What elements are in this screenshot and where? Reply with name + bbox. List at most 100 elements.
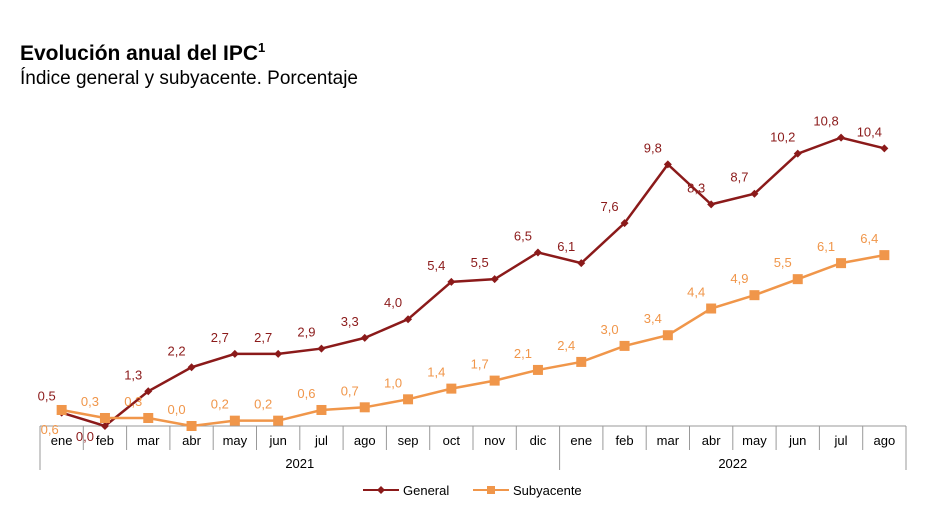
data-label: 4,0 (384, 295, 402, 310)
legend-label: General (403, 483, 449, 498)
data-point-general (187, 363, 196, 372)
data-point-general (144, 387, 153, 396)
data-point-subyacente (532, 364, 543, 375)
data-label: 0,2 (254, 397, 272, 412)
data-label: 0,3 (81, 394, 99, 409)
data-point-subyacente (792, 274, 803, 285)
data-point-general (447, 277, 456, 286)
data-point-general (404, 315, 413, 324)
data-label: 2,7 (211, 330, 229, 345)
x-tick-label: mar (137, 433, 160, 448)
data-point-subyacente (273, 415, 284, 426)
data-label: 1,4 (427, 365, 445, 380)
data-label: 3,3 (341, 314, 359, 329)
x-tick-label: may (223, 433, 248, 448)
data-label: 0,0 (168, 402, 186, 417)
data-point-subyacente (403, 394, 414, 405)
x-tick-label: ene (51, 433, 73, 448)
data-point-general (533, 248, 542, 257)
title-text: Evolución anual del IPC (20, 42, 259, 65)
data-label: 2,4 (557, 338, 575, 353)
data-label: 1,7 (471, 357, 489, 372)
data-point-subyacente (489, 375, 500, 386)
legend-marker (377, 486, 385, 494)
data-label: 6,4 (860, 231, 878, 246)
data-label: 6,1 (557, 239, 575, 254)
data-label: 10,2 (770, 130, 795, 145)
data-label: 0,6 (41, 422, 59, 437)
data-point-subyacente (316, 404, 327, 415)
data-point-subyacente (879, 250, 890, 261)
x-tick-label: may (742, 433, 767, 448)
data-label: 0,6 (297, 386, 315, 401)
data-label: 3,4 (644, 311, 662, 326)
data-point-subyacente (143, 412, 154, 423)
data-point-general (620, 219, 629, 228)
data-label: 6,5 (514, 228, 532, 243)
data-point-subyacente (186, 421, 197, 431)
data-point-general (793, 149, 802, 158)
data-point-subyacente (706, 303, 717, 314)
data-label: 9,8 (644, 140, 662, 155)
data-label: 0,7 (341, 383, 359, 398)
data-point-general (317, 344, 326, 353)
data-label: 5,5 (774, 255, 792, 270)
data-label: 2,1 (514, 346, 532, 361)
data-point-general (490, 275, 499, 284)
x-tick-label: oct (443, 433, 461, 448)
x-tick-label: jul (314, 433, 328, 448)
data-point-subyacente (99, 412, 110, 423)
data-label: 3,0 (601, 322, 619, 337)
data-point-general (880, 144, 889, 153)
data-label: 10,8 (813, 114, 838, 129)
x-tick-label: jun (268, 433, 286, 448)
data-label: 10,4 (857, 124, 882, 139)
data-point-subyacente (749, 290, 760, 301)
data-label: 8,7 (730, 170, 748, 185)
data-label: 5,4 (427, 258, 445, 273)
data-label: 1,0 (384, 375, 402, 390)
data-point-general (707, 200, 716, 209)
legend-label: Subyacente (513, 483, 582, 498)
x-tick-label: ene (570, 433, 592, 448)
x-tick-label: abr (702, 433, 721, 448)
data-point-subyacente (662, 330, 673, 341)
x-tick-label: ago (354, 433, 376, 448)
x-tick-label: dic (530, 433, 547, 448)
x-tick-label: ago (873, 433, 895, 448)
x-tick-label: feb (96, 433, 114, 448)
x-tick-label: mar (657, 433, 680, 448)
data-label: 0,3 (124, 394, 142, 409)
data-label: 7,6 (601, 199, 619, 214)
series-line-subyacente (61, 253, 885, 428)
data-point-general (750, 189, 759, 198)
data-label: 5,5 (471, 255, 489, 270)
data-point-general (837, 133, 846, 142)
x-tick-label: abr (182, 433, 201, 448)
data-label: 2,7 (254, 330, 272, 345)
data-point-subyacente (446, 383, 457, 394)
data-point-general (230, 349, 239, 358)
data-point-general (663, 160, 672, 169)
data-point-subyacente (359, 402, 370, 413)
chart-subtitle: Índice general y subyacente. Porcentaje (20, 68, 358, 89)
data-point-subyacente (619, 340, 630, 351)
data-point-subyacente (56, 404, 67, 415)
x-tick-label: feb (616, 433, 634, 448)
data-point-general (100, 422, 109, 430)
data-point-general (274, 349, 283, 358)
chart-title: Evolución anual del IPC1 (20, 40, 265, 66)
data-point-subyacente (836, 258, 847, 269)
data-label: 0,2 (211, 397, 229, 412)
data-point-subyacente (576, 356, 587, 367)
x-tick-label: jul (834, 433, 848, 448)
data-label: 4,9 (730, 271, 748, 286)
year-label: 2022 (718, 456, 747, 471)
data-point-general (577, 259, 586, 268)
x-tick-label: sep (398, 433, 419, 448)
legend-marker (487, 486, 495, 494)
series-line-general (61, 136, 885, 428)
data-label: 6,1 (817, 239, 835, 254)
